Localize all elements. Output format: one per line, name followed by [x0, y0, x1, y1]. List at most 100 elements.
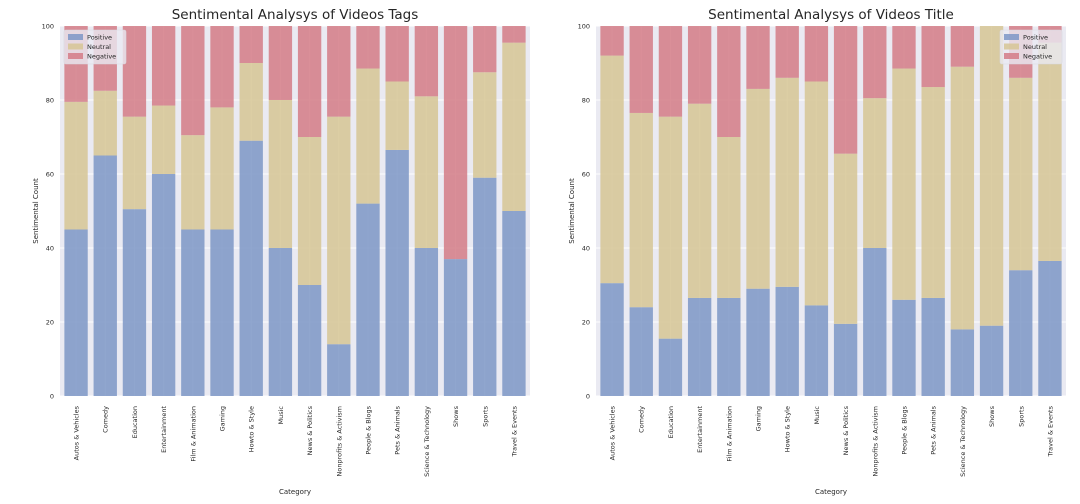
bar-positive-comedy [93, 155, 117, 396]
bar-negative-comedy [629, 26, 653, 113]
x-tick-label: Travel & Events [1046, 405, 1054, 457]
bar-negative-music [268, 26, 293, 100]
y-axis-label: Sentimental Count [32, 178, 40, 244]
bar-neutral-film-and-animation [717, 137, 741, 298]
x-tick-label: Sports [481, 405, 489, 426]
bar-negative-people-and-blogs [356, 26, 380, 69]
legend-swatch-positive [68, 34, 83, 40]
bar-positive-autos-and-vehicles [600, 283, 624, 396]
bar-positive-entertainment [151, 174, 176, 396]
bar-negative-film-and-animation [717, 26, 741, 137]
x-tick-label: Music [813, 406, 821, 425]
bar-negative-nonprofits-and-activism [327, 26, 351, 117]
y-tick-label: 20 [582, 319, 590, 327]
bar-positive-news-and-politics [833, 323, 858, 396]
x-tick-label: Comedy [102, 406, 110, 433]
y-tick-label: 40 [582, 245, 590, 253]
bar-negative-education [658, 26, 683, 117]
bar-positive-film-and-animation [717, 297, 741, 396]
y-tick-label: 40 [46, 245, 54, 253]
bar-negative-howto-and-style [239, 26, 263, 63]
bar-negative-autos-and-vehicles [600, 26, 624, 56]
x-tick-label: News & Politics [842, 405, 850, 455]
bar-positive-nonprofits-and-activism [327, 344, 351, 396]
bar-positive-pets-and-animals [385, 149, 409, 396]
bar-negative-education [122, 26, 147, 117]
y-tick-label: 100 [42, 23, 54, 31]
bar-negative-science-and-technology [950, 26, 975, 67]
bar-neutral-travel-and-events [502, 42, 526, 212]
bar-positive-gaming [210, 229, 234, 396]
x-tick-label: Autos & Vehicles [609, 405, 617, 460]
bar-negative-pets-and-animals [921, 26, 945, 88]
title-chart: 0 20 40 60 80 100 Autos & Vehicles Comedy Educat… [568, 7, 1066, 496]
y-tick-label: 80 [582, 97, 590, 105]
bar-positive-science-and-technology [950, 329, 975, 396]
bar-negative-shows [443, 26, 468, 260]
bar-positive-shows [443, 259, 468, 396]
bar-neutral-nonprofits-and-activism [863, 98, 887, 249]
x-tick-label: Comedy [638, 406, 646, 433]
bar-negative-people-and-blogs [892, 26, 916, 69]
x-tick-label: Science & Technology [959, 406, 967, 477]
y-axis-label: Sentimental Count [568, 178, 576, 244]
y-tick-label: 0 [50, 393, 54, 401]
bar-negative-howto-and-style [775, 26, 799, 78]
legend-swatch-negative [1004, 53, 1019, 59]
bar-negative-science-and-technology [414, 26, 439, 97]
x-tick-label: Entertainment [696, 406, 704, 453]
bar-positive-education [658, 338, 683, 396]
bar-positive-nonprofits-and-activism [863, 248, 887, 396]
x-tick-label: Film & Animation [189, 406, 197, 462]
bar-neutral-autos-and-vehicles [600, 55, 624, 284]
bar-negative-pets-and-animals [385, 26, 409, 82]
bar-neutral-sports [1009, 77, 1033, 271]
y-tick-label: 60 [582, 171, 590, 179]
bar-neutral-music [804, 81, 829, 306]
bar-neutral-nonprofits-and-activism [327, 116, 351, 345]
bar-neutral-film-and-animation [181, 135, 205, 230]
bar-neutral-news-and-politics [833, 153, 858, 324]
bar-neutral-gaming [210, 107, 234, 230]
bar-neutral-science-and-technology [950, 66, 975, 330]
x-tick-label: Gaming [219, 406, 227, 431]
bar-positive-people-and-blogs [892, 299, 916, 396]
bar-positive-entertainment [687, 297, 712, 396]
legend-label-positive: Positive [1023, 34, 1048, 42]
bar-positive-science-and-technology [414, 248, 439, 396]
bar-positive-howto-and-style [239, 140, 263, 396]
y-tick-label: 60 [46, 171, 54, 179]
x-axis-label: Category [279, 488, 311, 496]
legend-label-neutral: Neutral [87, 43, 111, 51]
chart-title: Sentimental Analysys of Videos Title [708, 7, 954, 23]
bar-negative-gaming [210, 26, 234, 108]
bar-neutral-music [268, 100, 293, 248]
bar-neutral-travel-and-events [1038, 42, 1062, 261]
x-axis-label: Category [815, 488, 847, 496]
bar-positive-autos-and-vehicles [64, 229, 88, 396]
bar-positive-news-and-politics [297, 285, 322, 396]
bar-negative-travel-and-events [502, 26, 526, 43]
bar-neutral-people-and-blogs [892, 68, 916, 300]
bar-negative-sports [473, 26, 497, 73]
chart-title: Sentimental Analysys of Videos Tags [172, 7, 419, 23]
bar-neutral-education [658, 116, 683, 339]
bar-positive-education [122, 209, 147, 396]
bar-positive-gaming [746, 288, 770, 396]
x-tick-label: Entertainment [160, 406, 168, 453]
x-tick-label: Gaming [755, 406, 763, 431]
legend-label-neutral: Neutral [1023, 43, 1047, 51]
bar-neutral-entertainment [151, 105, 176, 174]
bar-negative-gaming [746, 26, 770, 89]
bar-neutral-howto-and-style [239, 63, 263, 141]
x-tick-label: News & Politics [306, 405, 314, 455]
bar-negative-music [804, 26, 829, 82]
x-tick-label: Nonprofits & Activism [871, 406, 879, 476]
bar-neutral-comedy [93, 90, 117, 156]
bar-positive-comedy [629, 307, 653, 396]
bar-negative-news-and-politics [297, 26, 322, 137]
bar-positive-travel-and-events [1038, 260, 1062, 396]
bar-neutral-gaming [746, 88, 770, 289]
